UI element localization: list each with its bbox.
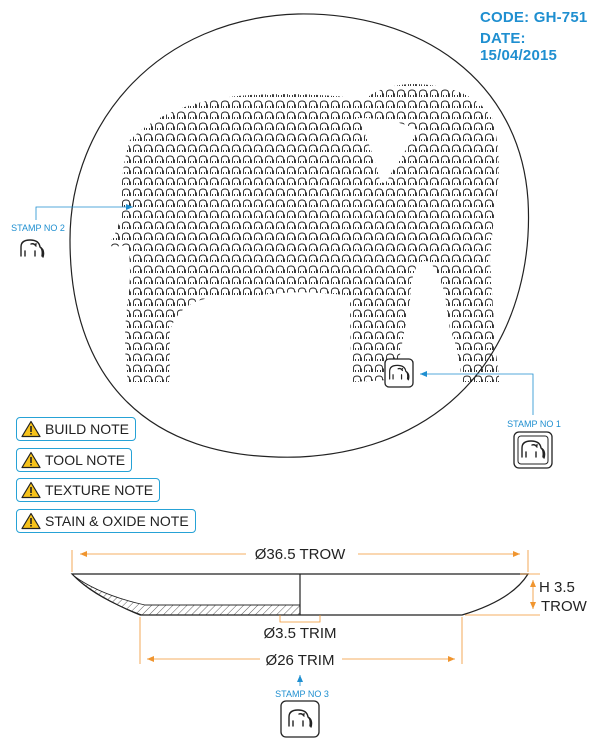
stamp-2-label: STAMP NO 2 (11, 223, 65, 233)
drawing-code: CODE: GH-751 (480, 9, 588, 26)
height-value-label: H 3.5 (539, 579, 575, 596)
warning-icon (21, 420, 41, 438)
note-label: BUILD NOTE (45, 421, 130, 437)
stamp-1-icon-box (513, 431, 553, 469)
foot-trim-label: Ø26 TRIM (266, 652, 335, 669)
stain-oxide-note-button[interactable]: STAIN & OXIDE NOTE (16, 509, 196, 533)
elephant-icon (20, 239, 45, 258)
warning-icon (21, 512, 41, 530)
stamp-3-icon-box (280, 700, 320, 738)
stamp-1-label: STAMP NO 1 (507, 419, 561, 429)
note-label: TOOL NOTE (45, 452, 126, 468)
stamp-1-leader (420, 371, 534, 415)
warning-icon (21, 451, 41, 469)
stamp-2-leader (35, 204, 133, 220)
warning-icon (21, 481, 41, 499)
center-trim-label: Ø3.5 TRIM (263, 625, 336, 642)
note-label: STAIN & OXIDE NOTE (45, 513, 189, 529)
build-note-button[interactable]: BUILD NOTE (16, 417, 137, 441)
tool-note-button[interactable]: TOOL NOTE (16, 448, 133, 472)
center-trim-bracket (279, 615, 321, 623)
section-hatch (73, 575, 301, 616)
note-label: TEXTURE NOTE (45, 482, 154, 498)
texture-note-button[interactable]: TEXTURE NOTE (16, 478, 161, 502)
overall-diameter-label: Ø36.5 TROW (255, 546, 346, 563)
elephant-texture (108, 84, 500, 382)
drawing-date: DATE: 15/04/2015 (480, 30, 558, 64)
stamp-3-label: STAMP NO 3 (275, 689, 329, 699)
plate-outline (69, 13, 530, 458)
height-unit-label: TROW (541, 598, 588, 615)
